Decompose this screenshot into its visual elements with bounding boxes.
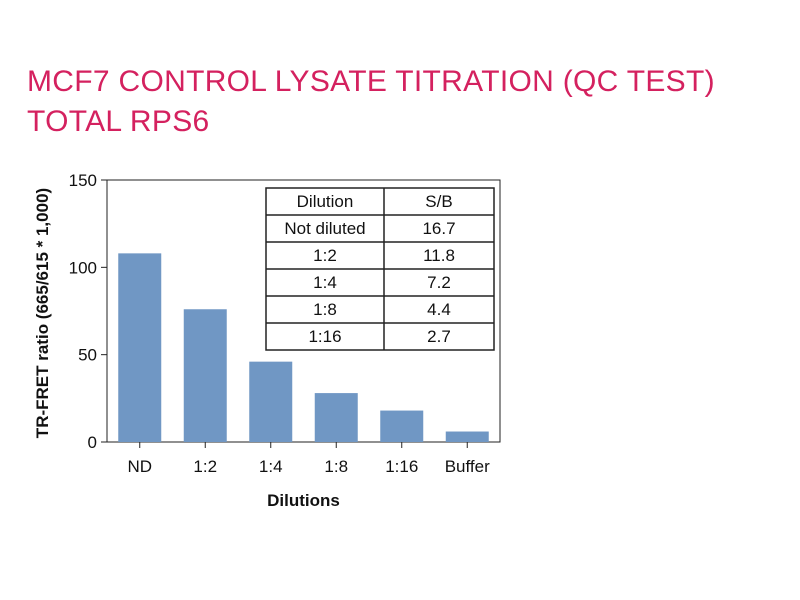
table-cell: 1:2 xyxy=(313,246,337,265)
x-tick-label: 1:8 xyxy=(324,457,348,476)
bar xyxy=(249,361,293,442)
x-tick-label: 1:16 xyxy=(385,457,418,476)
table-cell: 11.8 xyxy=(423,246,455,265)
x-axis-title: Dilutions xyxy=(267,491,340,510)
table-cell: 7.2 xyxy=(427,273,451,292)
table-header-cell: S/B xyxy=(425,192,452,211)
table-cell: 1:16 xyxy=(308,327,341,346)
x-tick-label: 1:4 xyxy=(259,457,283,476)
table-header-cell: Dilution xyxy=(297,192,354,211)
table-cell: 4.4 xyxy=(427,300,451,319)
bar xyxy=(183,309,227,442)
bar xyxy=(314,393,358,442)
table-cell: Not diluted xyxy=(284,219,365,238)
y-tick-label: 150 xyxy=(69,171,97,190)
y-axis-title: TR-FRET ratio (665/615 * 1,000) xyxy=(33,188,52,438)
chart-title-line-2: TOTAL RPS6 xyxy=(27,105,210,138)
bar xyxy=(118,253,162,442)
x-tick-label: Buffer xyxy=(445,457,490,476)
x-tick-label: ND xyxy=(127,457,152,476)
table-cell: 2.7 xyxy=(427,327,451,346)
table-cell: 1:4 xyxy=(313,273,337,292)
x-tick-label: 1:2 xyxy=(193,457,217,476)
table-cell: 1:8 xyxy=(313,300,337,319)
y-tick-label: 100 xyxy=(69,258,97,277)
y-tick-label: 50 xyxy=(78,346,97,365)
chart-title: MCF7 CONTROL LYSATE TITRATION (QC TEST) … xyxy=(27,62,715,142)
table-cell: 16.7 xyxy=(422,219,455,238)
y-tick-label: 0 xyxy=(88,433,97,452)
chart-title-line-1: MCF7 CONTROL LYSATE TITRATION (QC TEST) xyxy=(27,65,715,98)
plot-frame xyxy=(106,179,501,443)
bar xyxy=(380,410,424,442)
bar xyxy=(445,431,489,442)
